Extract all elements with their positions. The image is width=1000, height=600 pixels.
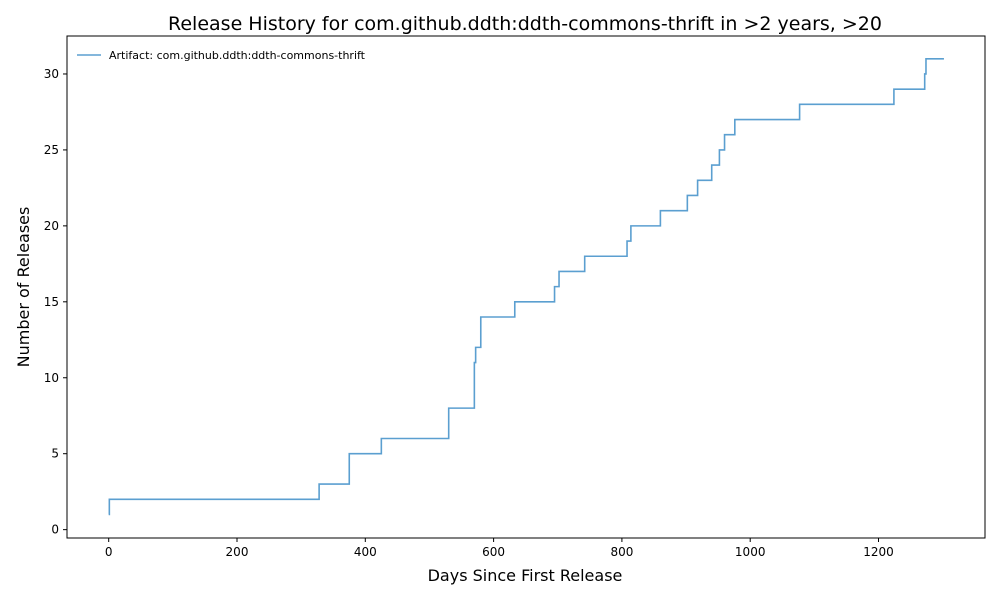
x-tick-label: 1200 xyxy=(863,545,894,559)
y-axis-label: Number of Releases xyxy=(14,207,33,368)
x-tick-label: 600 xyxy=(482,545,505,559)
y-tick-label: 20 xyxy=(44,219,59,233)
x-tick-label: 0 xyxy=(105,545,113,559)
y-tick-label: 30 xyxy=(44,67,59,81)
x-axis-label: Days Since First Release xyxy=(428,566,623,585)
series-line xyxy=(108,57,944,516)
x-axis: 0 200 400 600 800 1000 1200 xyxy=(105,538,894,559)
plot-area xyxy=(66,35,986,539)
x-tick-label: 1000 xyxy=(735,545,766,559)
x-tick-label: 800 xyxy=(610,545,633,559)
x-tick-label: 200 xyxy=(226,545,249,559)
legend: Artifact: com.github.ddth:ddth-commons-t… xyxy=(77,49,366,62)
y-tick-label: 25 xyxy=(44,143,59,157)
y-tick-label: 0 xyxy=(51,523,59,537)
y-tick-label: 5 xyxy=(51,447,59,461)
y-tick-label: 10 xyxy=(44,371,59,385)
x-tick-label: 400 xyxy=(354,545,377,559)
y-axis: 0 5 10 15 20 25 30 xyxy=(44,67,67,537)
chart-title: Release History for com.github.ddth:ddth… xyxy=(168,13,882,35)
y-tick-label: 15 xyxy=(44,295,59,309)
legend-label: Artifact: com.github.ddth:ddth-commons-t… xyxy=(109,49,366,62)
series-layer xyxy=(108,57,944,516)
